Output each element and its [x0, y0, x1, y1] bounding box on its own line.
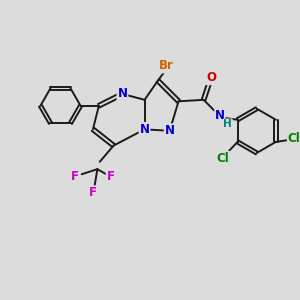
Text: N: N — [140, 123, 150, 136]
Text: Br: Br — [159, 59, 174, 72]
Text: Cl: Cl — [288, 132, 300, 146]
Text: N: N — [215, 109, 225, 122]
Text: F: F — [71, 170, 79, 183]
Text: N: N — [165, 124, 175, 137]
Text: Cl: Cl — [216, 152, 229, 165]
Text: N: N — [118, 87, 128, 101]
Text: F: F — [89, 186, 97, 199]
Text: H: H — [224, 119, 232, 129]
Text: F: F — [107, 170, 115, 183]
Text: O: O — [206, 71, 216, 84]
